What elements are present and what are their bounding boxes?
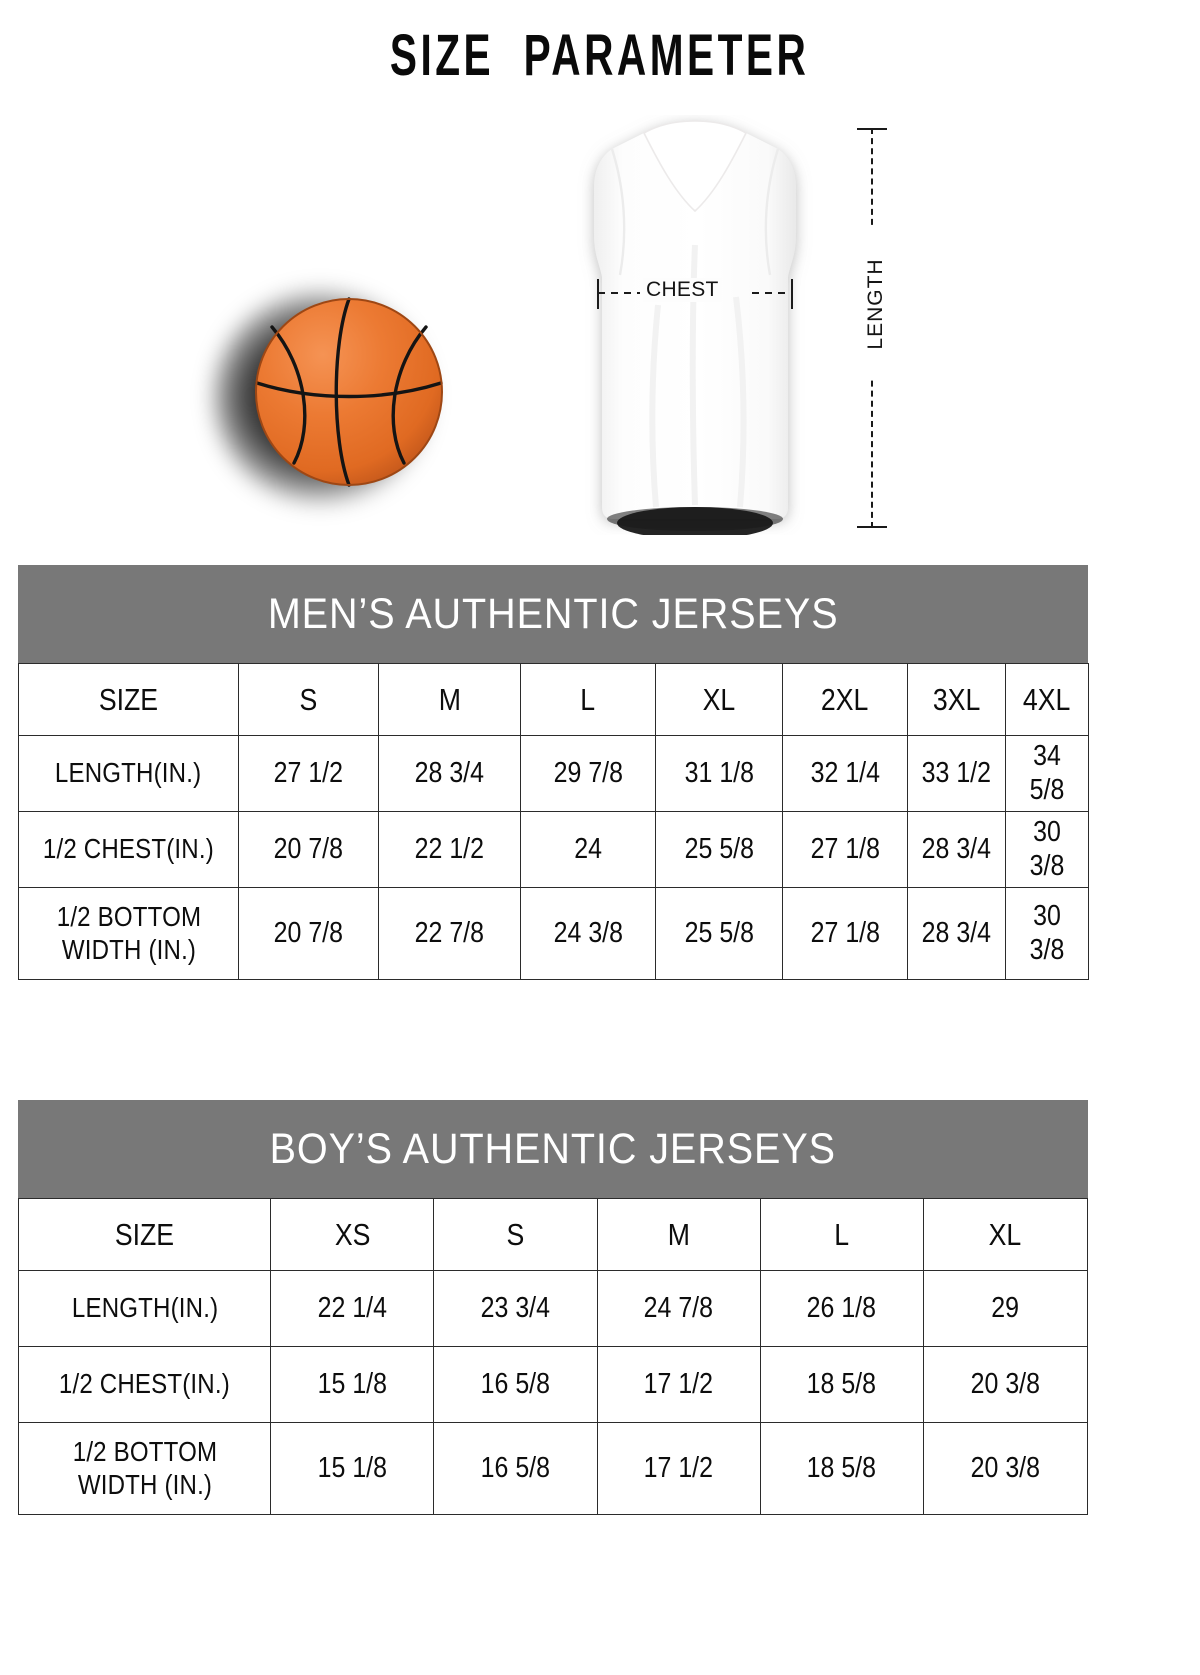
mens-bottom-l: 24 3/8 <box>520 887 656 980</box>
length-measurement-bracket: LENGTH <box>845 128 915 528</box>
boys-table-header-label: BOY’S AUTHENTIC JERSEYS <box>269 1124 837 1173</box>
mens-row-label-chest: 1/2 CHEST(IN.) <box>18 811 239 888</box>
mens-col-l: L <box>520 663 656 736</box>
boys-chest-xl: 20 3/8 <box>922 1346 1089 1423</box>
mens-bottom-s: 20 7/8 <box>238 887 379 980</box>
table-row: 1/2 CHEST(IN.) 20 7/8 22 1/2 24 25 5/8 2… <box>18 811 1089 888</box>
boys-chest-s: 16 5/8 <box>433 1346 598 1423</box>
boys-bottom-xs: 15 1/8 <box>270 1422 435 1515</box>
mens-col-3xl: 3XL <box>907 663 1006 736</box>
illustration-area: CHEST LENGTH <box>0 110 1200 550</box>
mens-table-header-label: MEN’S AUTHENTIC JERSEYS <box>267 589 839 638</box>
boys-row-label-length: LENGTH(IN.) <box>17 1270 272 1347</box>
page-title: SIZE PARAMETER <box>390 23 810 88</box>
mens-row-label-bottom-width: 1/2 BOTTOM WIDTH (IN.) <box>18 887 239 980</box>
mens-chest-3xl: 28 3/4 <box>907 811 1006 888</box>
boys-size-table: SIZE XS S M L XL LENGTH(IN.) 22 1/4 23 3… <box>17 1198 1089 1515</box>
mens-bottom-4xl: 30 3/8 <box>1005 887 1089 980</box>
boys-bottom-l: 18 5/8 <box>759 1422 924 1515</box>
table-row: 1/2 BOTTOM WIDTH (IN.) 20 7/8 22 7/8 24 … <box>18 887 1089 980</box>
table-row: 1/2 CHEST(IN.) 15 1/8 16 5/8 17 1/2 18 5… <box>17 1346 1089 1423</box>
mens-bottom-m: 22 7/8 <box>378 887 521 980</box>
jersey-illustration: CHEST <box>540 115 850 535</box>
boys-col-s: S <box>433 1198 598 1271</box>
boys-length-xl: 29 <box>922 1270 1089 1347</box>
basketball-icon <box>255 297 443 487</box>
table-row: 1/2 BOTTOM WIDTH (IN.) 15 1/8 16 5/8 17 … <box>17 1422 1089 1515</box>
mens-size-header-row: SIZE S M L XL 2XL 3XL 4XL <box>18 663 1089 736</box>
boys-row-label-bottom-width: 1/2 BOTTOM WIDTH (IN.) <box>17 1422 272 1515</box>
mens-table-header: MEN’S AUTHENTIC JERSEYS <box>18 565 1088 663</box>
mens-length-2xl: 32 1/4 <box>782 735 908 812</box>
boys-length-m: 24 7/8 <box>596 1270 761 1347</box>
boys-bottom-m: 17 1/2 <box>596 1422 761 1515</box>
mens-chest-4xl: 30 3/8 <box>1005 811 1089 888</box>
mens-row-label-length: LENGTH(IN.) <box>18 735 239 812</box>
boys-chest-xs: 15 1/8 <box>270 1346 435 1423</box>
boys-chest-m: 17 1/2 <box>596 1346 761 1423</box>
mens-length-m: 28 3/4 <box>378 735 521 812</box>
mens-length-s: 27 1/2 <box>238 735 379 812</box>
length-cap-bottom <box>857 526 887 528</box>
mens-length-l: 29 7/8 <box>520 735 656 812</box>
mens-bottom-2xl: 27 1/8 <box>782 887 908 980</box>
table-row: LENGTH(IN.) 27 1/2 28 3/4 29 7/8 31 1/8 … <box>18 735 1089 812</box>
boys-size-table-block: BOY’S AUTHENTIC JERSEYS SIZE XS S M L XL… <box>17 1100 1089 1515</box>
length-measurement-label: LENGTH <box>860 229 892 379</box>
mens-col-s: S <box>238 663 379 736</box>
boys-col-m: M <box>596 1198 761 1271</box>
boys-col-xs: XS <box>270 1198 435 1271</box>
boys-length-xs: 22 1/4 <box>270 1270 435 1347</box>
mens-size-table: SIZE S M L XL 2XL 3XL 4XL LENGTH(IN.) 27… <box>18 663 1089 980</box>
boys-length-s: 23 3/4 <box>433 1270 598 1347</box>
mens-chest-xl: 25 5/8 <box>655 811 783 888</box>
basketball-jersey-icon <box>594 120 796 535</box>
chest-measurement-label: CHEST <box>643 278 722 302</box>
mens-col-m: M <box>378 663 521 736</box>
mens-size-table-block: MEN’S AUTHENTIC JERSEYS SIZE S M L XL 2X… <box>18 565 1089 980</box>
boys-col-size: SIZE <box>17 1198 272 1271</box>
boys-bottom-xl: 20 3/8 <box>922 1422 1089 1515</box>
boys-row-label-chest: 1/2 CHEST(IN.) <box>17 1346 272 1423</box>
length-cap-top <box>857 128 887 130</box>
boys-size-header-row: SIZE XS S M L XL <box>17 1198 1089 1271</box>
boys-col-l: L <box>759 1198 924 1271</box>
mens-bottom-3xl: 28 3/4 <box>907 887 1006 980</box>
boys-chest-l: 18 5/8 <box>759 1346 924 1423</box>
mens-length-xl: 31 1/8 <box>655 735 783 812</box>
boys-bottom-s: 16 5/8 <box>433 1422 598 1515</box>
mens-chest-m: 22 1/2 <box>378 811 521 888</box>
mens-col-size: SIZE <box>18 663 239 736</box>
table-row: LENGTH(IN.) 22 1/4 23 3/4 24 7/8 26 1/8 … <box>17 1270 1089 1347</box>
mens-col-4xl: 4XL <box>1005 663 1089 736</box>
mens-col-2xl: 2XL <box>782 663 908 736</box>
mens-chest-2xl: 27 1/8 <box>782 811 908 888</box>
mens-bottom-xl: 25 5/8 <box>655 887 783 980</box>
boys-length-l: 26 1/8 <box>759 1270 924 1347</box>
mens-chest-s: 20 7/8 <box>238 811 379 888</box>
mens-chest-l: 24 <box>520 811 656 888</box>
mens-length-3xl: 33 1/2 <box>907 735 1006 812</box>
boys-table-header: BOY’S AUTHENTIC JERSEYS <box>18 1100 1088 1198</box>
basketball-illustration <box>214 285 462 515</box>
page-title-container: SIZE PARAMETER <box>0 22 1200 89</box>
boys-col-xl: XL <box>922 1198 1089 1271</box>
mens-col-xl: XL <box>655 663 783 736</box>
mens-length-4xl: 34 5/8 <box>1005 735 1089 812</box>
